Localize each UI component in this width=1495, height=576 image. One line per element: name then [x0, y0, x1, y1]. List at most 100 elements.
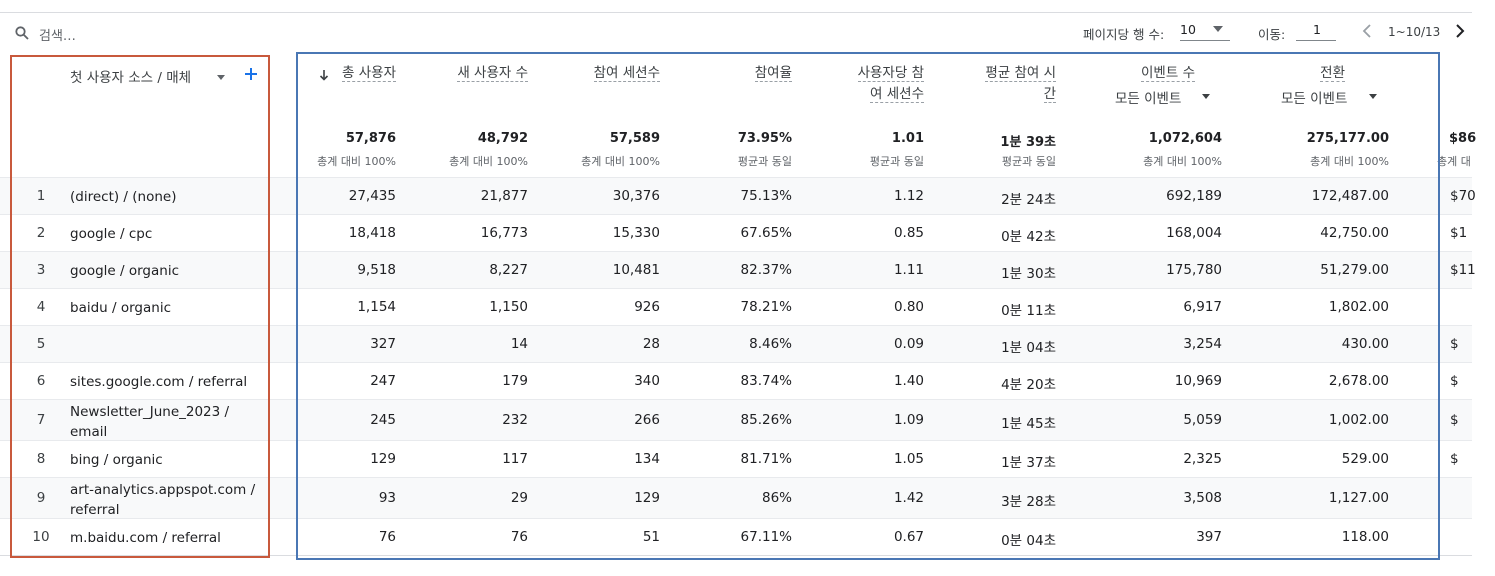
total-sub: 총계 대: [1437, 155, 1471, 168]
table-row[interactable]: 10 m.baidu.com / referral 76 76 51 67.11% 0.67…: [0, 518, 1472, 556]
dimension-value[interactable]: google / organic: [70, 262, 179, 279]
dimension-value[interactable]: google / cpc: [70, 225, 153, 242]
table-row[interactable]: 6 sites.google.com / referral 247 179 340 83.…: [0, 362, 1472, 400]
total-value: 48,792: [477, 131, 528, 146]
total-sub: 총계 대비 100%: [317, 155, 396, 168]
row-rank: 4: [36, 298, 46, 315]
rows-per-page-select[interactable]: 10: [1180, 20, 1230, 41]
metric-cell: 1,127.00: [1328, 489, 1389, 506]
rows-per-page-value: 10: [1180, 22, 1196, 37]
metric-header-conversions[interactable]: 전환: [1320, 65, 1345, 82]
metric-cell: 10,969: [1174, 372, 1222, 389]
metric-cell: 9,518: [357, 261, 396, 278]
metric-cell: 8,227: [489, 261, 528, 278]
metric-cell: 232: [502, 411, 528, 428]
metric-header-engaged-sessions[interactable]: 참여 세션수: [593, 65, 660, 82]
metric-cell: 327: [370, 335, 396, 352]
metric-cell: 1분 04초: [1001, 339, 1056, 356]
metric-cell: 29: [510, 489, 528, 506]
chevron-down-icon[interactable]: [1369, 94, 1377, 99]
chevron-down-icon: [1213, 26, 1223, 32]
metric-cell: $11: [1450, 261, 1476, 278]
metric-cell: 16,773: [480, 224, 528, 241]
metric-cell: 245: [370, 411, 396, 428]
table-row[interactable]: 1 (direct) / (none) 27,435 21,877 30,376 75.1…: [0, 177, 1476, 215]
row-rank: 10: [32, 528, 50, 545]
search-input[interactable]: 검색…: [39, 29, 76, 44]
event-filter-select[interactable]: 모든 이벤트: [1115, 91, 1182, 107]
total-sub: 총계 대비 100%: [449, 155, 528, 168]
conversion-filter-select[interactable]: 모든 이벤트: [1281, 91, 1348, 107]
metric-cell: 10,481: [612, 261, 660, 278]
goto-page-input[interactable]: 1: [1296, 20, 1336, 41]
table-row[interactable]: 9 art-analytics.appspot.com / referral 93 2…: [0, 477, 1472, 519]
metric-cell: 78.21%: [740, 298, 792, 315]
sort-descending-icon[interactable]: [319, 69, 329, 81]
row-rank: 6: [36, 372, 46, 389]
metric-header-total-users[interactable]: 총 사용자: [342, 65, 396, 82]
metric-cell: 75.13%: [740, 187, 792, 204]
metric-cell: 81.71%: [740, 450, 792, 467]
table-row[interactable]: 2 google / cpc 18,418 16,773 15,330 67.65% 0.8…: [0, 214, 1472, 252]
metric-cell: 1분 37초: [1001, 454, 1056, 471]
dimension-value[interactable]: bing / organic: [70, 451, 163, 468]
metric-cell: 1,002.00: [1328, 411, 1389, 428]
row-rank: 1: [36, 187, 46, 204]
dimension-value[interactable]: art-analytics.appspot.com / referral: [70, 481, 256, 518]
metric-cell: 529.00: [1341, 450, 1389, 467]
metric-cell: 2분 24초: [1001, 191, 1056, 208]
metric-cell: 42,750.00: [1320, 224, 1389, 241]
dimension-value[interactable]: sites.google.com / referral: [70, 373, 248, 390]
metric-cell: 21,877: [480, 187, 528, 204]
dimension-value[interactable]: m.baidu.com / referral: [70, 529, 221, 546]
metric-cell: 83.74%: [740, 372, 792, 389]
chevron-left-icon[interactable]: [1360, 23, 1374, 39]
metric-cell: 1,802.00: [1328, 298, 1389, 315]
table-row[interactable]: 5 327 14 28 8.46% 0.09 1분 04초 3,254 430.00 $: [0, 325, 1472, 363]
search-icon[interactable]: [15, 26, 29, 40]
dimension-value[interactable]: baidu / organic: [70, 299, 171, 316]
metric-cell: 1.05: [893, 450, 924, 467]
total-value: 1,072,604: [1148, 131, 1222, 146]
total-sub: 총계 대비 100%: [581, 155, 660, 168]
total-sub: 평균과 동일: [737, 155, 792, 168]
table-row[interactable]: 3 google / organic 9,518 8,227 10,481 82.37% 1…: [0, 251, 1476, 289]
dimension-value[interactable]: Newsletter_June_2023 / email: [70, 403, 230, 440]
chevron-down-icon[interactable]: [1202, 94, 1210, 99]
metric-cell: 93: [378, 489, 396, 506]
metric-cell: 1분 30초: [1001, 265, 1056, 282]
metric-cell: 692,189: [1166, 187, 1222, 204]
chevron-right-icon[interactable]: [1453, 23, 1467, 39]
metric-cell: 3,508: [1183, 489, 1222, 506]
row-rank: 7: [36, 411, 46, 428]
add-dimension-icon[interactable]: [243, 66, 259, 82]
metric-header-event-count[interactable]: 이벤트 수: [1141, 65, 1195, 82]
metric-cell: 0.67: [893, 528, 924, 545]
metric-header-engagement-rate[interactable]: 참여율: [754, 65, 792, 82]
dimension-dropdown-icon[interactable]: [217, 75, 225, 80]
metric-cell: 117: [502, 450, 528, 467]
total-value: 1.01: [891, 131, 924, 146]
metric-cell: 85.26%: [740, 411, 792, 428]
metric-cell: 27,435: [348, 187, 396, 204]
metric-header-new-users[interactable]: 새 사용자 수: [457, 65, 528, 82]
metric-cell: 67.65%: [740, 224, 792, 241]
table-row[interactable]: 4 baidu / organic 1,154 1,150 926 78.21% 0.80 0…: [0, 288, 1472, 326]
metric-cell: 1.40: [893, 372, 924, 389]
total-value: 57,589: [609, 131, 660, 146]
table-row[interactable]: 7 Newsletter_June_2023 / email 245 232 266 85…: [0, 399, 1472, 441]
metric-cell: 30,376: [612, 187, 660, 204]
metric-cell: 86%: [761, 489, 792, 506]
metric-cell: 0분 04초: [1001, 532, 1056, 549]
metric-cell: $70: [1450, 187, 1476, 204]
table-row[interactable]: 8 bing / organic 129 117 134 81.71% 1.05 1분 37초…: [0, 440, 1472, 478]
metric-cell: 340: [634, 372, 660, 389]
metric-cell: 247: [370, 372, 396, 389]
metric-cell: 82.37%: [740, 261, 792, 278]
metric-cell: 430.00: [1341, 335, 1389, 352]
dimension-value[interactable]: (direct) / (none): [70, 188, 177, 205]
row-rank: 5: [36, 335, 46, 352]
dimension-header[interactable]: 첫 사용자 소스 / 매체: [70, 70, 192, 86]
